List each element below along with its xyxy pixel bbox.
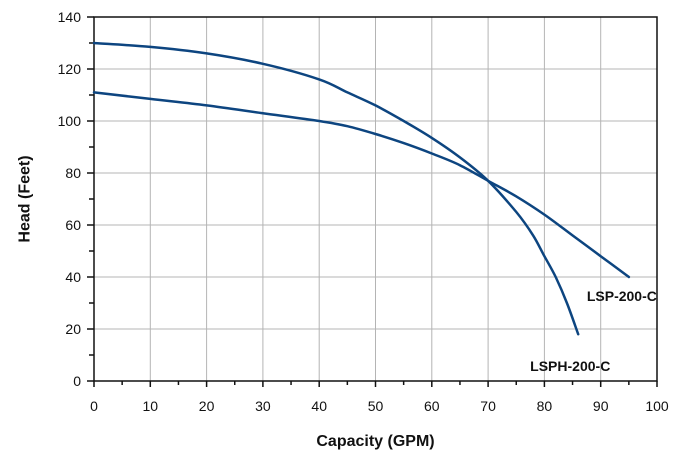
minor-ticks — [87, 16, 658, 387]
x-tick-label: 80 — [537, 398, 553, 414]
x-tick-label: 10 — [143, 398, 159, 414]
y-tick-label: 0 — [73, 373, 81, 389]
x-tick-label: 50 — [368, 398, 384, 414]
y-tick-label: 80 — [65, 165, 81, 181]
x-tick-label: 60 — [424, 398, 440, 414]
x-tick-label: 0 — [90, 398, 98, 414]
x-tick-label: 20 — [199, 398, 215, 414]
y-axis-title: Head (Feet) — [17, 155, 34, 242]
series-lines — [92, 41, 631, 336]
y-tick-label: 100 — [58, 113, 82, 129]
x-tick-label: 40 — [311, 398, 327, 414]
y-tick-label: 40 — [65, 269, 81, 285]
y-tick-label: 60 — [65, 217, 81, 233]
y-tick-label: 120 — [58, 61, 82, 77]
y-tick-label: 20 — [65, 321, 81, 337]
x-axis-tick-labels: 0 10 20 30 40 50 60 70 80 90 100 — [90, 398, 669, 414]
plot-area-frame — [93, 16, 658, 382]
x-tick-label: 100 — [645, 398, 669, 414]
grid-lines — [94, 17, 657, 381]
series-line-lsph-200-c — [92, 41, 580, 336]
x-tick-label: 90 — [593, 398, 609, 414]
y-tick-label: 140 — [58, 9, 82, 25]
series-label-lsp-200-c: LSP-200-C — [587, 288, 657, 304]
x-tick-label: 30 — [255, 398, 271, 414]
series-labels: LSP-200-C LSPH-200-C — [530, 288, 657, 374]
series-label-lsph-200-c: LSPH-200-C — [530, 358, 610, 374]
x-tick-label: 70 — [480, 398, 496, 414]
y-axis-tick-labels: 0 20 40 60 80 100 120 140 — [58, 9, 82, 389]
x-axis-title: Capacity (GPM) — [316, 433, 434, 450]
series-line-lsp-200-c — [92, 91, 631, 279]
